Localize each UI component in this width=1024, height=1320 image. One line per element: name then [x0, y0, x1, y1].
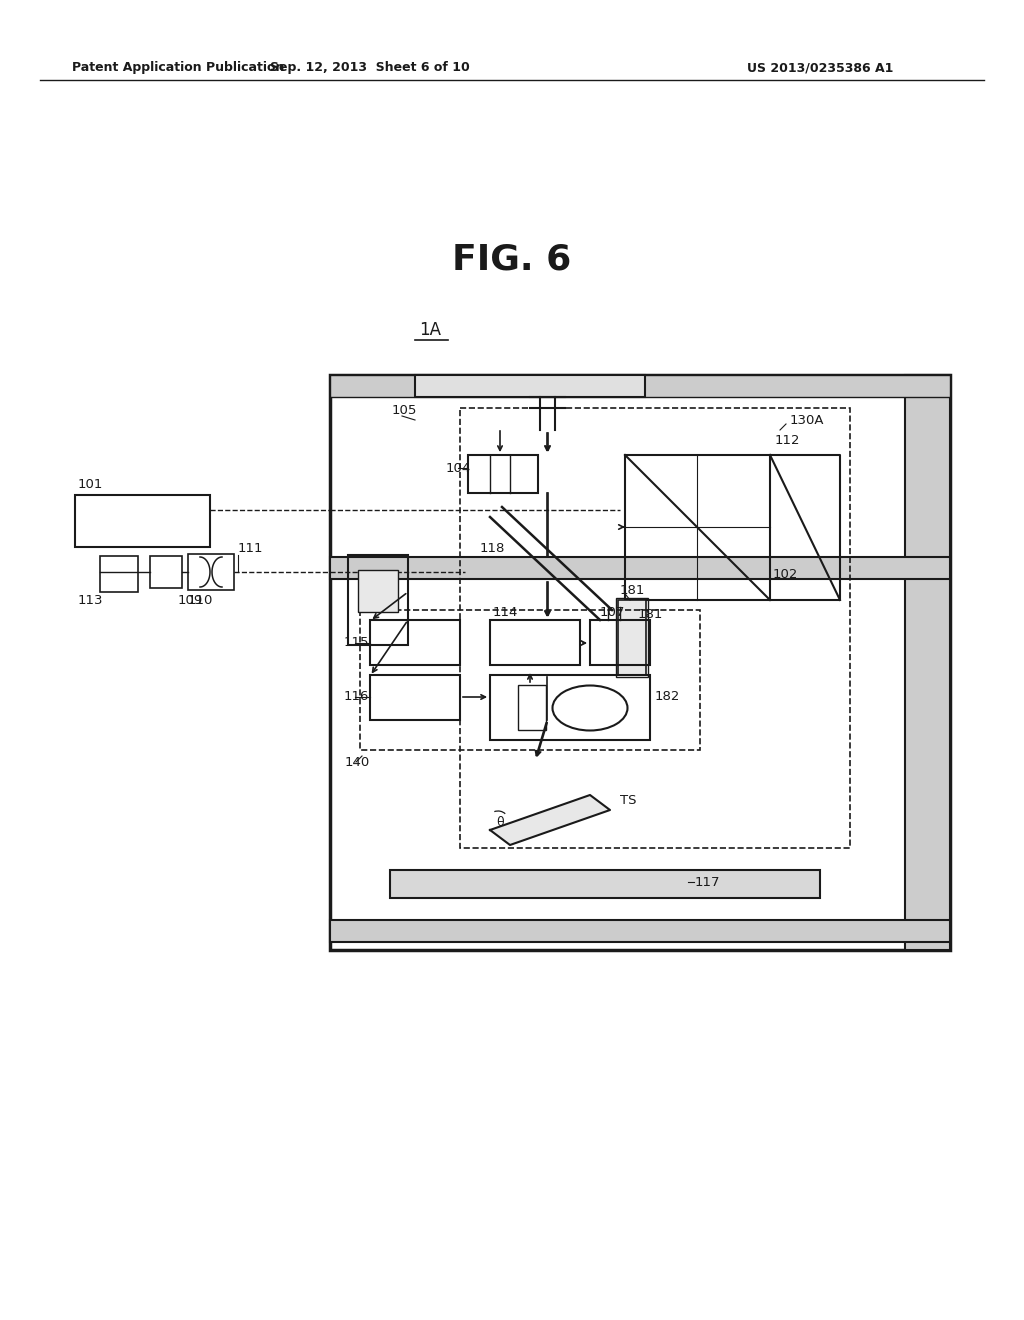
- Bar: [415, 375, 645, 397]
- Text: 102: 102: [773, 569, 799, 582]
- Bar: [518, 685, 546, 730]
- Text: TS: TS: [620, 793, 637, 807]
- Text: Sep. 12, 2013  Sheet 6 of 10: Sep. 12, 2013 Sheet 6 of 10: [270, 62, 470, 74]
- Bar: [358, 570, 398, 612]
- Text: 181: 181: [620, 583, 645, 597]
- Bar: [370, 620, 460, 665]
- Bar: [348, 554, 408, 645]
- Text: 182: 182: [655, 690, 680, 704]
- Bar: [330, 920, 950, 942]
- Text: 109: 109: [178, 594, 203, 606]
- Bar: [330, 375, 950, 950]
- Bar: [75, 495, 210, 546]
- Bar: [468, 455, 538, 492]
- Text: 117: 117: [695, 875, 721, 888]
- Text: 113: 113: [78, 594, 103, 606]
- Bar: [100, 556, 138, 591]
- Text: 114: 114: [493, 606, 518, 619]
- Text: 107: 107: [600, 606, 626, 619]
- Text: 111: 111: [238, 541, 263, 554]
- Text: US 2013/0235386 A1: US 2013/0235386 A1: [746, 62, 893, 74]
- Text: 101: 101: [78, 479, 103, 491]
- Text: 104: 104: [446, 462, 471, 474]
- Bar: [150, 556, 182, 587]
- Bar: [390, 870, 820, 898]
- Bar: [490, 675, 650, 741]
- Text: 181: 181: [638, 609, 664, 622]
- Text: 118: 118: [480, 541, 506, 554]
- Bar: [188, 554, 234, 590]
- Bar: [625, 455, 770, 601]
- Bar: [490, 620, 580, 665]
- Text: 112: 112: [775, 433, 801, 446]
- Text: 116: 116: [344, 690, 370, 704]
- Bar: [616, 598, 648, 677]
- Text: 110: 110: [188, 594, 213, 606]
- Text: Patent Application Publication: Patent Application Publication: [72, 62, 285, 74]
- Text: FIG. 6: FIG. 6: [453, 243, 571, 277]
- Bar: [360, 610, 700, 750]
- Bar: [330, 375, 950, 397]
- Bar: [590, 620, 650, 665]
- Text: 115: 115: [344, 636, 370, 649]
- Text: θ: θ: [496, 817, 504, 829]
- Bar: [460, 408, 850, 847]
- Ellipse shape: [553, 685, 628, 730]
- Polygon shape: [490, 795, 610, 845]
- Text: 130A: 130A: [790, 413, 824, 426]
- Bar: [370, 675, 460, 719]
- Text: 105: 105: [392, 404, 418, 417]
- Bar: [905, 375, 950, 950]
- Bar: [330, 557, 950, 579]
- Text: 1A: 1A: [419, 321, 441, 339]
- Text: 140: 140: [345, 755, 371, 768]
- Bar: [618, 601, 646, 675]
